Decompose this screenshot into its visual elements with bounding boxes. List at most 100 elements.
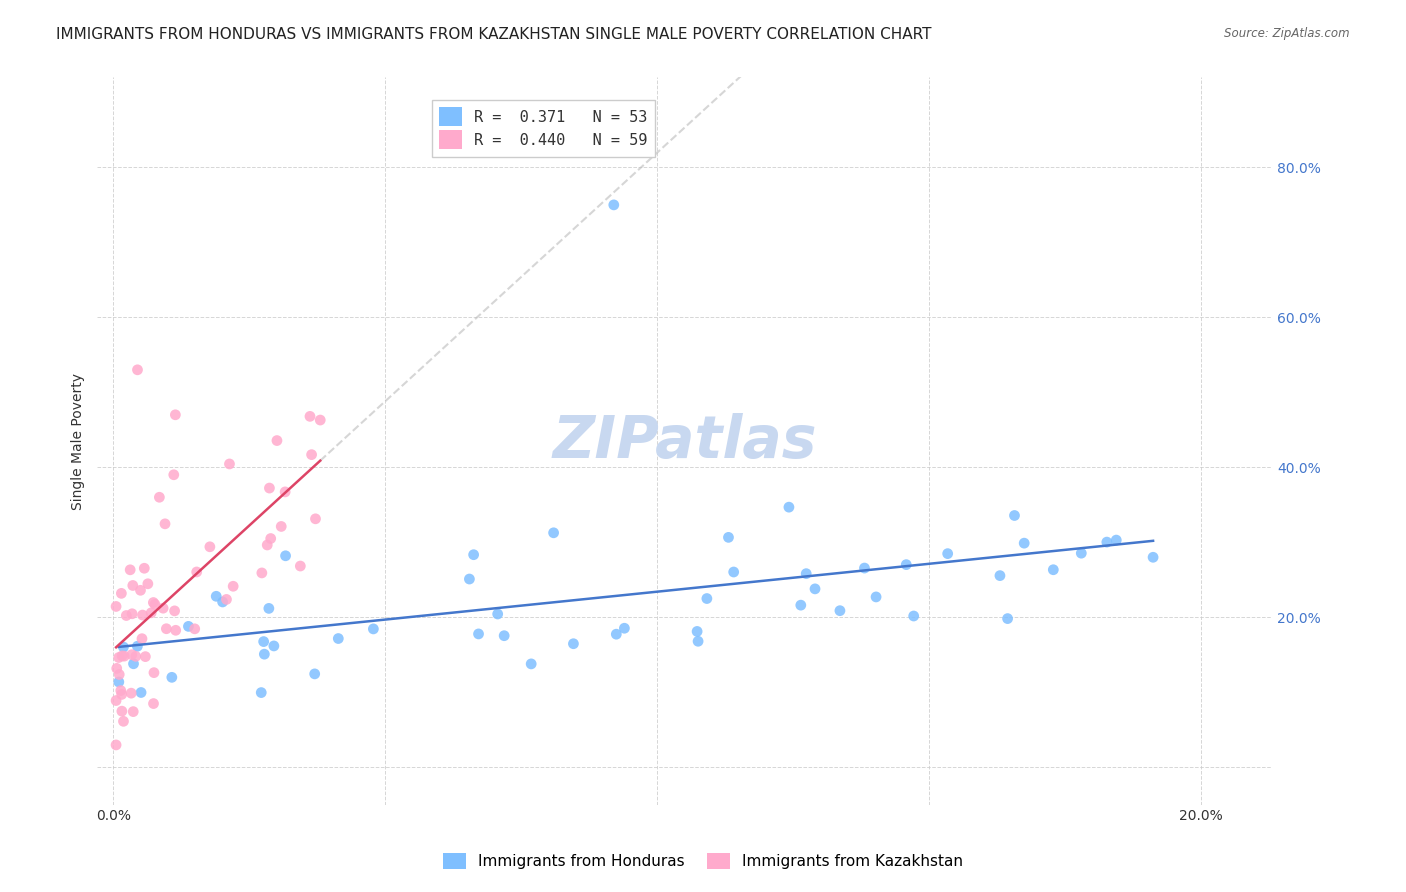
Immigrants from Kazakhstan: [120, 686, 142, 700]
Immigrants from Honduras: [127, 640, 149, 654]
Immigrants from Kazakhstan: [250, 566, 273, 580]
Immigrants from Kazakhstan: [143, 665, 166, 680]
Immigrants from Kazakhstan: [256, 538, 278, 552]
Immigrants from Kazakhstan: [115, 608, 138, 623]
Immigrants from Kazakhstan: [121, 607, 143, 621]
Legend: Immigrants from Honduras, Immigrants from Kazakhstan: Immigrants from Honduras, Immigrants fro…: [436, 847, 970, 875]
Immigrants from Honduras: [1042, 563, 1064, 577]
Immigrants from Honduras: [253, 647, 276, 661]
Immigrants from Kazakhstan: [274, 484, 297, 499]
Immigrants from Kazakhstan: [165, 408, 187, 422]
Immigrants from Honduras: [263, 639, 285, 653]
Immigrants from Kazakhstan: [134, 649, 156, 664]
Immigrants from Honduras: [896, 558, 918, 572]
Immigrants from Kazakhstan: [141, 606, 163, 620]
Immigrants from Kazakhstan: [259, 481, 281, 495]
Immigrants from Honduras: [205, 589, 228, 603]
Immigrants from Honduras: [723, 565, 745, 579]
Immigrants from Honduras: [486, 607, 509, 621]
Immigrants from Honduras: [804, 582, 827, 596]
Immigrants from Kazakhstan: [155, 622, 177, 636]
Immigrants from Honduras: [253, 634, 276, 648]
Immigrants from Honduras: [1142, 550, 1164, 565]
Immigrants from Honduras: [274, 549, 297, 563]
Immigrants from Kazakhstan: [120, 563, 142, 577]
Immigrants from Honduras: [613, 621, 636, 635]
Immigrants from Honduras: [122, 657, 145, 671]
Immigrants from Kazakhstan: [298, 409, 321, 424]
Immigrants from Kazakhstan: [105, 661, 128, 675]
Immigrants from Kazakhstan: [266, 434, 288, 448]
Immigrants from Honduras: [865, 590, 887, 604]
Immigrants from Kazakhstan: [165, 624, 187, 638]
Immigrants from Honduras: [903, 609, 925, 624]
Immigrants from Kazakhstan: [112, 714, 135, 729]
Legend: R =  0.371   N = 53, R =  0.440   N = 59: R = 0.371 N = 53, R = 0.440 N = 59: [432, 100, 655, 157]
Immigrants from Kazakhstan: [122, 705, 145, 719]
Y-axis label: Single Male Poverty: Single Male Poverty: [72, 373, 86, 509]
Immigrants from Kazakhstan: [127, 363, 149, 377]
Immigrants from Honduras: [778, 500, 800, 515]
Immigrants from Kazakhstan: [111, 687, 134, 701]
Immigrants from Honduras: [463, 548, 485, 562]
Immigrants from Honduras: [112, 640, 135, 654]
Immigrants from Kazakhstan: [218, 457, 240, 471]
Immigrants from Honduras: [828, 604, 851, 618]
Immigrants from Honduras: [696, 591, 718, 606]
Immigrants from Kazakhstan: [108, 667, 131, 681]
Immigrants from Honduras: [688, 634, 710, 648]
Immigrants from Kazakhstan: [111, 648, 134, 663]
Immigrants from Honduras: [363, 622, 385, 636]
Immigrants from Kazakhstan: [163, 604, 186, 618]
Immigrants from Kazakhstan: [142, 595, 165, 609]
Immigrants from Honduras: [997, 611, 1019, 625]
Immigrants from Honduras: [936, 547, 959, 561]
Immigrants from Kazakhstan: [131, 632, 153, 646]
Immigrants from Kazakhstan: [105, 599, 128, 614]
Immigrants from Honduras: [562, 637, 585, 651]
Immigrants from Kazakhstan: [142, 697, 165, 711]
Text: IMMIGRANTS FROM HONDURAS VS IMMIGRANTS FROM KAZAKHSTAN SINGLE MALE POVERTY CORRE: IMMIGRANTS FROM HONDURAS VS IMMIGRANTS F…: [56, 27, 932, 42]
Immigrants from Honduras: [160, 670, 183, 684]
Immigrants from Kazakhstan: [260, 532, 283, 546]
Immigrants from Honduras: [543, 525, 565, 540]
Immigrants from Honduras: [686, 624, 709, 639]
Immigrants from Kazakhstan: [105, 738, 128, 752]
Immigrants from Kazakhstan: [134, 561, 156, 575]
Immigrants from Honduras: [853, 561, 876, 575]
Immigrants from Kazakhstan: [121, 578, 143, 592]
Immigrants from Honduras: [211, 595, 233, 609]
Immigrants from Honduras: [603, 198, 626, 212]
Immigrants from Honduras: [520, 657, 543, 671]
Immigrants from Kazakhstan: [270, 519, 292, 533]
Immigrants from Kazakhstan: [198, 540, 221, 554]
Immigrants from Honduras: [250, 685, 273, 699]
Immigrants from Honduras: [1004, 508, 1026, 523]
Immigrants from Kazakhstan: [129, 583, 152, 598]
Immigrants from Kazakhstan: [215, 592, 238, 607]
Immigrants from Honduras: [988, 568, 1011, 582]
Immigrants from Honduras: [467, 627, 489, 641]
Immigrants from Kazakhstan: [222, 579, 245, 593]
Immigrants from Kazakhstan: [136, 576, 159, 591]
Immigrants from Honduras: [177, 619, 200, 633]
Text: ZIPatlas: ZIPatlas: [553, 412, 817, 469]
Immigrants from Kazakhstan: [107, 650, 129, 665]
Immigrants from Honduras: [1095, 535, 1118, 549]
Immigrants from Kazakhstan: [143, 598, 166, 612]
Text: Source: ZipAtlas.com: Source: ZipAtlas.com: [1225, 27, 1350, 40]
Immigrants from Kazakhstan: [105, 693, 128, 707]
Immigrants from Kazakhstan: [153, 516, 176, 531]
Immigrants from Honduras: [605, 627, 627, 641]
Immigrants from Kazakhstan: [148, 490, 170, 504]
Immigrants from Kazakhstan: [183, 622, 205, 636]
Immigrants from Kazakhstan: [110, 586, 132, 600]
Immigrants from Kazakhstan: [186, 565, 208, 579]
Immigrants from Kazakhstan: [304, 512, 326, 526]
Immigrants from Honduras: [1070, 546, 1092, 560]
Immigrants from Kazakhstan: [301, 448, 323, 462]
Immigrants from Kazakhstan: [111, 704, 134, 718]
Immigrants from Kazakhstan: [163, 467, 186, 482]
Immigrants from Honduras: [794, 566, 817, 581]
Immigrants from Kazakhstan: [309, 413, 332, 427]
